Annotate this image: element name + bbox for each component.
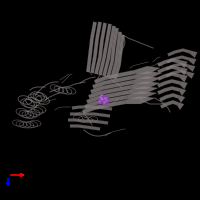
Polygon shape (157, 79, 180, 88)
Polygon shape (178, 95, 185, 103)
Circle shape (105, 98, 106, 99)
Polygon shape (157, 65, 180, 74)
Polygon shape (187, 72, 194, 79)
Circle shape (99, 96, 103, 100)
Polygon shape (189, 58, 196, 65)
Polygon shape (86, 90, 129, 104)
Polygon shape (88, 85, 131, 99)
Polygon shape (180, 81, 188, 89)
Polygon shape (180, 74, 188, 82)
Polygon shape (82, 100, 125, 114)
Polygon shape (180, 60, 188, 68)
Polygon shape (167, 49, 190, 56)
Polygon shape (190, 51, 197, 58)
Polygon shape (177, 102, 184, 110)
Circle shape (106, 100, 107, 101)
Circle shape (100, 97, 106, 103)
Polygon shape (70, 125, 100, 130)
Polygon shape (84, 95, 127, 109)
Polygon shape (157, 86, 180, 95)
Circle shape (101, 95, 102, 96)
Circle shape (106, 99, 108, 102)
Polygon shape (106, 28, 119, 77)
Polygon shape (94, 23, 107, 74)
Circle shape (104, 97, 108, 101)
Circle shape (101, 95, 103, 97)
Polygon shape (90, 22, 102, 73)
Polygon shape (135, 66, 160, 74)
Polygon shape (113, 35, 125, 79)
Circle shape (103, 101, 107, 105)
Circle shape (104, 102, 105, 103)
Polygon shape (157, 58, 180, 67)
Polygon shape (180, 67, 188, 75)
Polygon shape (165, 63, 188, 70)
Polygon shape (166, 56, 189, 63)
Polygon shape (127, 91, 157, 99)
Polygon shape (90, 80, 133, 94)
Polygon shape (72, 106, 112, 110)
Polygon shape (94, 70, 135, 84)
Polygon shape (70, 113, 110, 117)
Polygon shape (157, 72, 180, 81)
Polygon shape (98, 24, 112, 75)
Polygon shape (86, 22, 97, 72)
Polygon shape (129, 86, 158, 94)
Polygon shape (159, 93, 180, 102)
Polygon shape (133, 76, 161, 84)
Polygon shape (131, 81, 160, 89)
Circle shape (98, 100, 102, 104)
Polygon shape (92, 75, 134, 89)
Polygon shape (102, 26, 116, 76)
Circle shape (100, 97, 101, 98)
Polygon shape (68, 119, 108, 124)
Circle shape (101, 98, 103, 100)
Polygon shape (160, 100, 179, 109)
Polygon shape (125, 96, 155, 104)
Circle shape (99, 101, 100, 102)
Polygon shape (110, 32, 122, 78)
Polygon shape (180, 88, 186, 96)
Polygon shape (188, 65, 195, 72)
Polygon shape (134, 71, 162, 79)
Polygon shape (165, 70, 187, 77)
